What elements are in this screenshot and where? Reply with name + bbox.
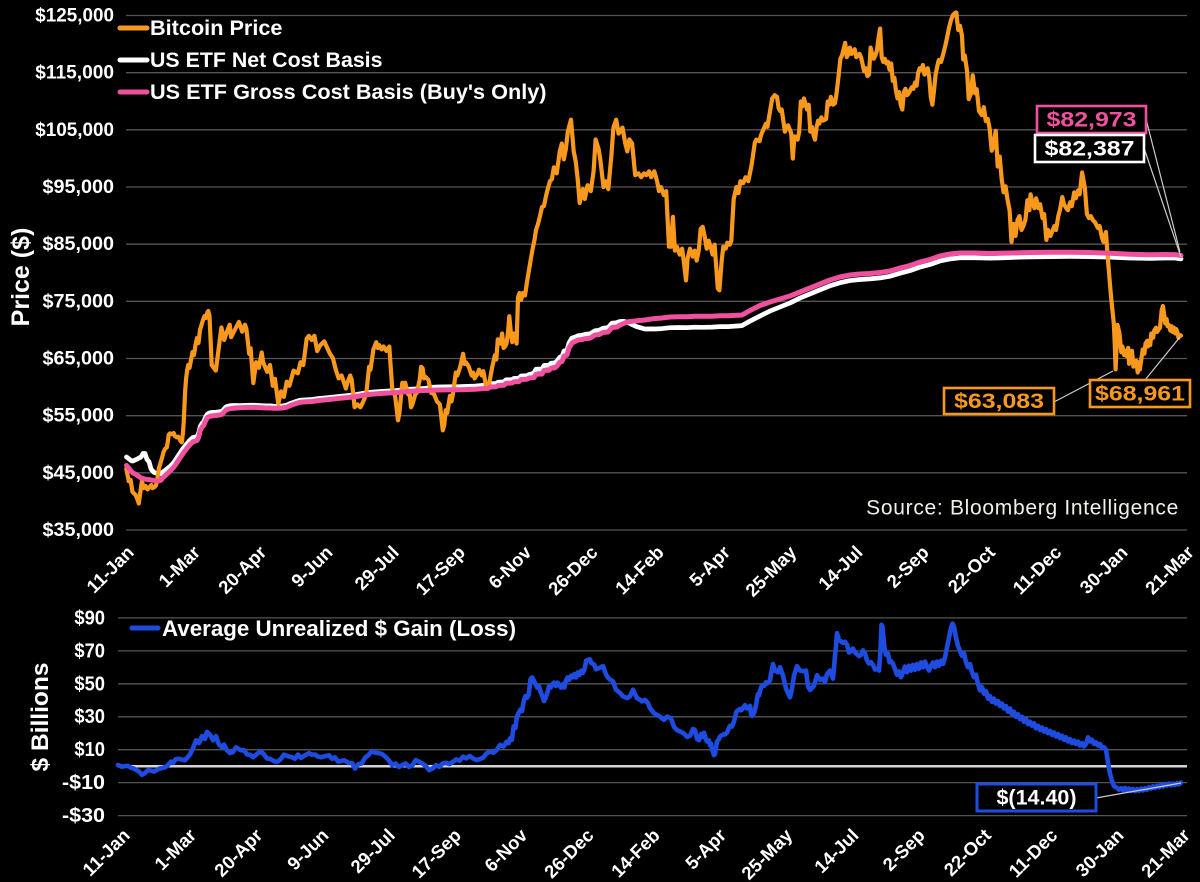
svg-text:$95,000: $95,000 [43,176,115,198]
svg-text:$75,000: $75,000 [43,290,115,312]
svg-text:$90: $90 [74,607,105,629]
svg-text:-$10: -$10 [62,772,105,794]
svg-text:$105,000: $105,000 [35,119,114,141]
svg-text:$82,387: $82,387 [1045,137,1135,161]
svg-text:$125,000: $125,000 [35,5,114,27]
svg-text:Average Unrealized $ Gain (Los: Average Unrealized $ Gain (Loss) [162,616,516,641]
svg-text:$45,000: $45,000 [43,462,115,484]
svg-text:$55,000: $55,000 [43,405,115,427]
svg-text:$10: $10 [74,739,105,761]
svg-text:$30: $30 [74,706,105,728]
svg-text:Source: Bloomberg Intelligence: Source: Bloomberg Intelligence [866,497,1179,520]
svg-text:$85,000: $85,000 [43,233,115,255]
svg-text:US ETF Net Cost Basis: US ETF Net Cost Basis [150,48,383,72]
svg-text:$(14.40): $(14.40) [996,786,1076,810]
svg-text:$68,961: $68,961 [1095,382,1185,406]
svg-text:$115,000: $115,000 [35,62,114,84]
svg-text:$ Billions: $ Billions [27,663,54,772]
svg-text:US ETF Gross Cost Basis (Buy's: US ETF Gross Cost Basis (Buy's Only) [150,80,547,104]
svg-text:Price ($): Price ($) [7,228,35,327]
svg-text:-$30: -$30 [62,805,105,827]
svg-text:$82,973: $82,973 [1047,108,1137,132]
svg-text:$70: $70 [74,640,105,662]
svg-text:$63,083: $63,083 [954,389,1044,413]
svg-text:Bitcoin Price: Bitcoin Price [150,16,283,40]
svg-text:$65,000: $65,000 [43,348,115,370]
svg-text:$35,000: $35,000 [43,519,115,541]
svg-text:$50: $50 [74,673,105,695]
